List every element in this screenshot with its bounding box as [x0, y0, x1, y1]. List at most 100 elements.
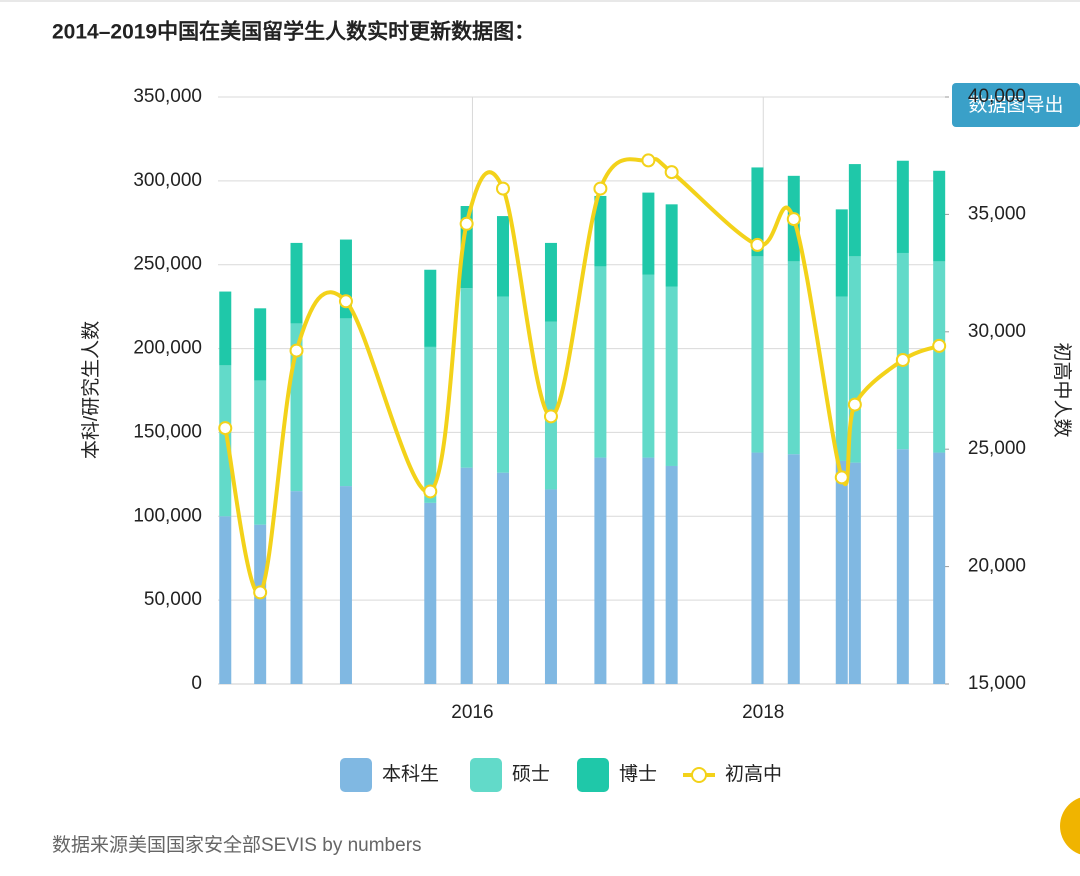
line: [223, 157, 940, 595]
bar-segment: [933, 452, 946, 684]
export-button-label[interactable]: 数据图导出: [968, 94, 1063, 116]
floating-button[interactable]: [1060, 796, 1080, 856]
line-point: [593, 181, 608, 196]
bar-segment: [219, 291, 232, 366]
chart-title: 2014–2019中国在美国留学生人数实时更新数据图：: [52, 20, 535, 44]
line-point: [459, 216, 474, 231]
bar-segment: [496, 296, 509, 473]
line-point: [664, 165, 679, 180]
line-point: [423, 484, 438, 499]
bar-segment: [544, 489, 557, 684]
bar-segment: [496, 216, 509, 297]
bar-segment: [896, 252, 909, 450]
bar-segment: [496, 472, 509, 684]
y2-tick-label: 30,000: [968, 321, 1026, 342]
y2-tick-label: 20,000: [968, 556, 1026, 577]
y-tick-label: 150,000: [133, 421, 202, 442]
bar-segment: [594, 195, 607, 267]
x-tick-label: 2018: [742, 702, 784, 723]
legend-swatch: [470, 758, 502, 792]
line-point: [218, 421, 233, 436]
y-tick-label: 300,000: [133, 170, 202, 191]
bar-segment: [219, 516, 232, 684]
legend-item: 本科生: [340, 758, 439, 792]
bar-segment: [665, 286, 678, 466]
bar-segment: [424, 346, 437, 503]
export-button[interactable]: [952, 83, 1080, 127]
bar-segment: [594, 266, 607, 458]
legend-label: 本科生: [382, 763, 439, 785]
bar-segment: [424, 269, 437, 347]
legend-item: 博士: [577, 758, 657, 792]
line-point: [641, 153, 656, 168]
legend-label: 硕士: [512, 763, 550, 785]
legend-item: 初高中: [683, 763, 782, 785]
line-point: [847, 397, 862, 412]
bar-segment: [290, 491, 303, 684]
bar-segment: [896, 449, 909, 684]
bar-segment: [460, 288, 473, 468]
bar-segment: [339, 486, 352, 684]
legend-swatch: [340, 758, 372, 792]
y2-tick-label: 35,000: [968, 203, 1026, 224]
bar-segment: [254, 308, 267, 381]
legend-marker: [691, 767, 707, 783]
legend-label: 初高中: [725, 763, 782, 785]
y2-tick-label: 15,000: [968, 673, 1026, 694]
bar-segment: [339, 318, 352, 487]
bar-segment: [544, 321, 557, 490]
bar-segment: [254, 524, 267, 684]
bar-segment: [835, 296, 848, 461]
bar-segment: [665, 204, 678, 287]
y-tick-label: 0: [191, 673, 202, 694]
bar-segment: [460, 467, 473, 684]
line-point: [495, 181, 510, 196]
bar-segment: [424, 502, 437, 684]
bar-segment: [896, 160, 909, 253]
bar-segment: [751, 452, 764, 684]
y-tick-label: 250,000: [133, 254, 202, 275]
line-point: [786, 212, 801, 227]
y-tick-label: 200,000: [133, 338, 202, 359]
legend-swatch: [577, 758, 609, 792]
x-tick-label: 2016: [451, 702, 493, 723]
bar-segment: [544, 242, 557, 322]
bar-segment: [642, 274, 655, 458]
export-button-group[interactable]: 数据图导出: [952, 83, 1080, 127]
line-point: [289, 343, 304, 358]
bar-segment: [594, 457, 607, 684]
line-point: [932, 338, 947, 353]
line-point: [834, 470, 849, 485]
legend-item: 硕士: [470, 758, 550, 792]
line-point: [543, 409, 558, 424]
bar-segment: [642, 457, 655, 684]
line-point: [338, 294, 353, 309]
line-point: [253, 585, 268, 600]
bar-segment: [751, 167, 764, 257]
bar-segment: [665, 465, 678, 684]
legend-label: 博士: [619, 763, 657, 785]
y-tick-label: 100,000: [133, 505, 202, 526]
line-point: [895, 352, 910, 367]
source-note: 数据来源美国国家安全部SEVIS by numbers: [52, 834, 422, 856]
bar-segment: [290, 242, 303, 324]
y2-tick-label: 25,000: [968, 438, 1026, 459]
y-tick-label: 50,000: [144, 589, 202, 610]
bar-segment: [219, 365, 232, 517]
line-point: [750, 237, 765, 252]
bar-segment: [835, 460, 848, 684]
bar-segment: [848, 164, 861, 257]
bar-segment: [751, 256, 764, 453]
bar-segment: [835, 209, 848, 297]
bar-segment: [848, 462, 861, 684]
y-axis-label: 本科/研究生人数: [80, 321, 102, 459]
y-tick-label: 350,000: [133, 86, 202, 107]
top-border: [0, 0, 1080, 2]
bar-segment: [933, 261, 946, 453]
bar-segment: [933, 170, 946, 262]
y2-tick-label: 40,000: [968, 86, 1026, 107]
y2-axis-label: 初高中人数: [1051, 342, 1073, 437]
bar-segment: [642, 192, 655, 275]
bar-segment: [254, 380, 267, 525]
